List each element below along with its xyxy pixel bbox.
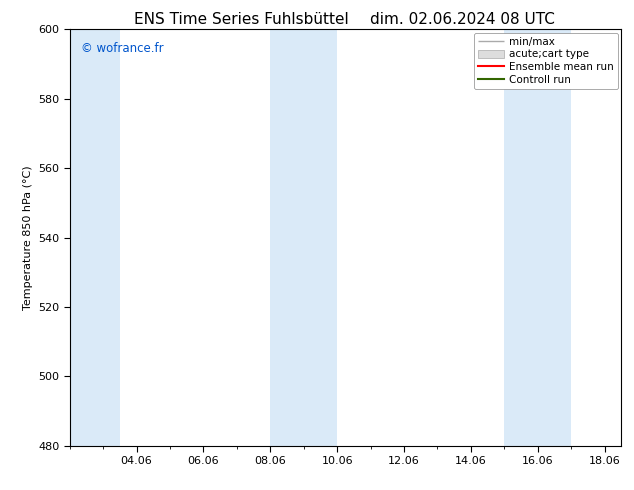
Bar [270, 29, 337, 446]
Text: dim. 02.06.2024 08 UTC: dim. 02.06.2024 08 UTC [370, 12, 555, 27]
Text: © wofrance.fr: © wofrance.fr [81, 42, 164, 55]
Y-axis label: Temperature 850 hPa (°C): Temperature 850 hPa (°C) [23, 165, 32, 310]
Bar [504, 29, 571, 446]
Text: ENS Time Series Fuhlsbüttel: ENS Time Series Fuhlsbüttel [134, 12, 348, 27]
Bar [70, 29, 120, 446]
Legend: min/max, acute;cart type, Ensemble mean run, Controll run: min/max, acute;cart type, Ensemble mean … [474, 32, 618, 89]
